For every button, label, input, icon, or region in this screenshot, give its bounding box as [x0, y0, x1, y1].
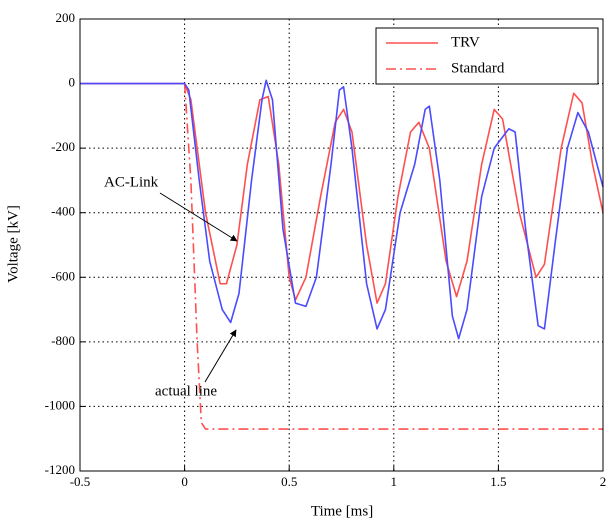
y-tick-label: -600: [51, 268, 75, 283]
y-tick-label: -400: [51, 204, 75, 219]
y-tick-label: 200: [56, 10, 76, 25]
plot-area: [80, 19, 603, 471]
series-line: [80, 79, 604, 340]
annotation-arrow: [204, 329, 237, 383]
x-tick-label: 0.5: [281, 474, 297, 489]
series-line: [183, 83, 603, 430]
legend-label: TRV: [451, 34, 480, 50]
annotation-arrow: [159, 192, 238, 242]
y-axis-label: Voltage [kV]: [5, 205, 21, 283]
y-tick-label: -1000: [45, 397, 75, 412]
y-tick-label: -800: [51, 333, 75, 348]
series-line: [80, 82, 604, 304]
legend-label: Standard: [451, 60, 505, 76]
x-axis-label: Time [ms]: [311, 503, 373, 519]
axes-frame: [79, 18, 604, 472]
annotation: AC-Link: [104, 174, 159, 190]
legend: TRV Standard: [375, 27, 599, 85]
x-tick-label: 1: [391, 474, 398, 489]
x-tick-label: 1.5: [490, 474, 506, 489]
y-tick-label: 0: [69, 75, 76, 90]
x-tick-label: 0: [181, 474, 188, 489]
y-tick-label: -1200: [45, 462, 75, 477]
x-tick-label: -0.5: [70, 474, 91, 489]
y-tick-label: -200: [51, 139, 75, 154]
annotation: actual line: [155, 383, 217, 399]
x-tick-label: 2: [600, 474, 607, 489]
legend-box: [375, 27, 599, 85]
